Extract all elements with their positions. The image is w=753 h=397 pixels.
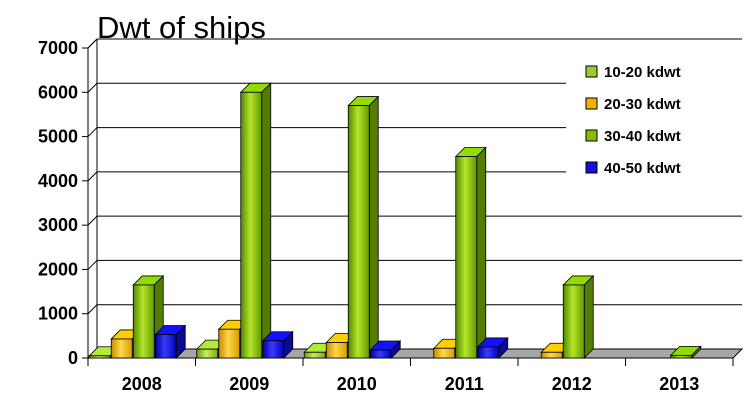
x-tick-label: 2010 bbox=[337, 374, 377, 394]
bar-front bbox=[670, 354, 693, 359]
bar-front bbox=[218, 328, 241, 359]
bar bbox=[454, 146, 487, 359]
y-tick-label: 5000 bbox=[38, 127, 78, 147]
bar-side bbox=[368, 95, 379, 359]
legend: 10-20 kdwt 20-30 kdwt 30-40 kdwt 40-50 kdwt bbox=[566, 54, 746, 192]
bar bbox=[347, 95, 380, 359]
grid-diagonal bbox=[87, 82, 98, 93]
legend-swatch bbox=[585, 65, 598, 78]
y-tick-label: 3000 bbox=[38, 215, 78, 235]
chart-title: Dwt of ships bbox=[97, 10, 266, 45]
bar-front bbox=[455, 156, 478, 359]
grid-diagonal bbox=[87, 215, 98, 226]
bar-front bbox=[562, 284, 585, 359]
x-tick-label: 2008 bbox=[122, 374, 162, 394]
bar-front bbox=[132, 284, 155, 359]
bar-front bbox=[433, 347, 456, 359]
legend-label: 30-40 kdwt bbox=[604, 128, 681, 145]
bar-front bbox=[196, 348, 219, 359]
bar-front bbox=[369, 349, 392, 359]
legend-label: 10-20 kdwt bbox=[604, 64, 681, 81]
x-tick-label: 2012 bbox=[552, 374, 592, 394]
grid-diagonal bbox=[87, 127, 98, 137]
bars bbox=[88, 82, 702, 359]
x-tick-label: 2009 bbox=[229, 374, 269, 394]
x-tick-label: 2013 bbox=[659, 374, 699, 394]
y-tick-label: 6000 bbox=[38, 82, 78, 102]
bar-front bbox=[240, 91, 263, 359]
y-tick-label: 4000 bbox=[38, 171, 78, 191]
bar bbox=[261, 330, 294, 359]
bar-front bbox=[262, 340, 285, 359]
bar-front bbox=[325, 342, 348, 359]
bar bbox=[476, 336, 509, 359]
grid-diagonal bbox=[87, 304, 98, 315]
bar bbox=[239, 82, 272, 359]
bar bbox=[562, 274, 595, 359]
bar bbox=[369, 340, 402, 359]
y-tick-label: 0 bbox=[68, 348, 78, 368]
bar-front bbox=[347, 105, 370, 359]
bar-front bbox=[477, 346, 500, 359]
chart-floor bbox=[86, 348, 744, 359]
bar-front bbox=[540, 351, 563, 359]
bar bbox=[154, 324, 187, 359]
bar bbox=[669, 345, 702, 359]
bar-side bbox=[583, 274, 594, 359]
y-tick-label: 7000 bbox=[38, 38, 78, 58]
legend-label: 20-30 kdwt bbox=[604, 96, 681, 113]
legend-label: 40-50 kdwt bbox=[604, 160, 681, 177]
tick-labels: 0 1000 2000 3000 4000 5000 6000 7000 2008 2009 201… bbox=[38, 38, 699, 394]
y-tick-label: 2000 bbox=[38, 259, 78, 279]
bar-front bbox=[154, 334, 177, 359]
legend-swatch bbox=[585, 129, 598, 142]
bar-side bbox=[261, 82, 272, 359]
bar-front bbox=[110, 338, 133, 359]
bar-front bbox=[303, 351, 326, 359]
grid-diagonal bbox=[87, 260, 98, 270]
y-tick-label: 1000 bbox=[38, 304, 78, 324]
grid-diagonal bbox=[87, 171, 98, 182]
bar-front bbox=[88, 355, 111, 359]
legend-swatch bbox=[585, 97, 598, 110]
x-tick-label: 2011 bbox=[445, 374, 484, 394]
legend-swatch bbox=[585, 161, 598, 174]
y-axis-top-edge bbox=[87, 38, 98, 49]
bar-side bbox=[476, 146, 487, 359]
